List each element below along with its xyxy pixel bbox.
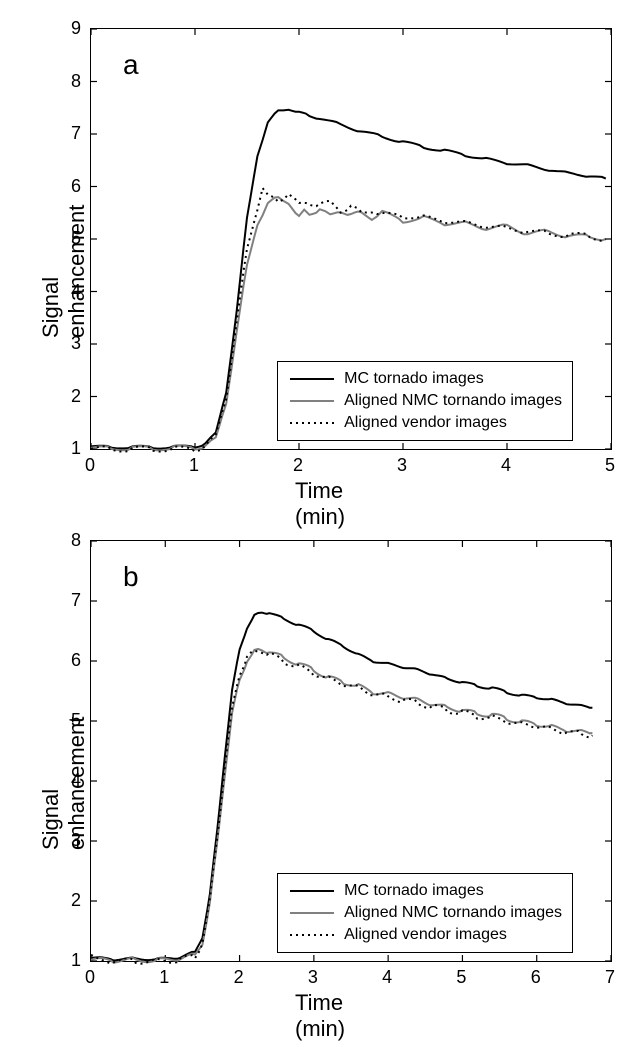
panel-letter-a: a [123, 49, 139, 81]
x-tick-label: 4 [501, 455, 511, 476]
legend-b: MC tornado images Aligned NMC tornando im… [277, 873, 573, 953]
y-tick-label: 2 [71, 386, 81, 407]
y-tick-label: 9 [71, 18, 81, 39]
y-axis-label-b: Signal enhancement [38, 717, 90, 850]
legend-row: Aligned NMC tornando images [288, 902, 562, 924]
x-tick-label: 1 [189, 455, 199, 476]
figure: a MC tornado images Aligned NMC tornando … [0, 0, 641, 1020]
legend-swatch [288, 413, 336, 433]
legend-label: MC tornado images [344, 370, 484, 388]
legend-label: Aligned NMC tornando images [344, 392, 562, 410]
y-tick-label: 7 [71, 123, 81, 144]
plot-area-b: b MC tornado images Aligned NMC tornando … [90, 540, 612, 962]
legend-swatch [288, 925, 336, 945]
x-tick-label: 2 [293, 455, 303, 476]
legend-label: Aligned vendor images [344, 926, 507, 944]
legend-row: Aligned vendor images [288, 412, 562, 434]
x-tick-label: 2 [234, 967, 244, 988]
y-tick-label: 8 [71, 530, 81, 551]
legend-swatch [288, 391, 336, 411]
legend-row: MC tornado images [288, 368, 562, 390]
legend-swatch [288, 369, 336, 389]
legend-label: Aligned vendor images [344, 414, 507, 432]
legend-row: Aligned NMC tornando images [288, 390, 562, 412]
x-axis-label-a: Time (min) [295, 478, 345, 530]
legend-swatch [288, 881, 336, 901]
x-tick-label: 7 [605, 967, 615, 988]
x-tick-label: 1 [159, 967, 169, 988]
x-tick-label: 3 [308, 967, 318, 988]
x-tick-label: 6 [531, 967, 541, 988]
y-tick-label: 1 [71, 438, 81, 459]
legend-swatch [288, 903, 336, 923]
y-tick-label: 7 [71, 590, 81, 611]
legend-row: Aligned vendor images [288, 924, 562, 946]
y-tick-label: 8 [71, 71, 81, 92]
y-tick-label: 6 [71, 176, 81, 197]
y-tick-label: 1 [71, 950, 81, 971]
y-tick-label: 2 [71, 890, 81, 911]
plot-area-a: a MC tornado images Aligned NMC tornando … [90, 28, 612, 450]
x-tick-label: 0 [85, 967, 95, 988]
y-tick-label: 6 [71, 650, 81, 671]
x-tick-label: 5 [456, 967, 466, 988]
legend-row: MC tornado images [288, 880, 562, 902]
panel-letter-b: b [123, 561, 139, 593]
legend-label: Aligned NMC tornando images [344, 904, 562, 922]
legend-label: MC tornado images [344, 882, 484, 900]
legend-a: MC tornado images Aligned NMC tornando im… [277, 361, 573, 441]
x-axis-label-b: Time (min) [295, 990, 345, 1042]
x-tick-label: 0 [85, 455, 95, 476]
y-axis-label-a: Signal enhancement [38, 205, 90, 338]
x-tick-label: 5 [605, 455, 615, 476]
x-tick-label: 4 [382, 967, 392, 988]
x-tick-label: 3 [397, 455, 407, 476]
